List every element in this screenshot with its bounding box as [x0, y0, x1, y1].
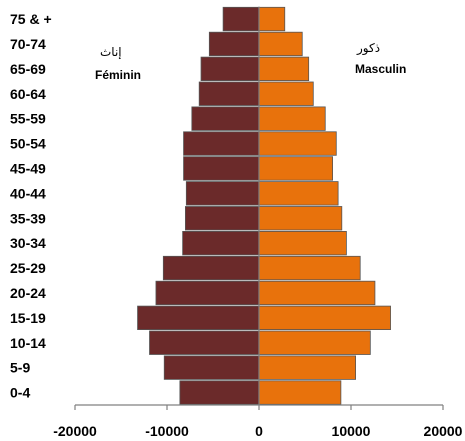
- y-label-65-69: 65-69: [10, 61, 46, 77]
- bar-feminin-20-24: [155, 280, 260, 306]
- bar-feminin-15-19: [137, 305, 260, 331]
- bar-masculin-65-69: [258, 56, 310, 81]
- bar-masculin-25-29: [258, 255, 361, 281]
- bar-feminin-45-49: [183, 156, 260, 181]
- y-label-0-4: 0-4: [10, 385, 30, 401]
- legend-feminin: Féminin: [95, 68, 141, 82]
- bar-masculin-75: [258, 6, 286, 32]
- bar-feminin-40-44: [185, 181, 260, 206]
- bar-masculin-40-44: [258, 181, 339, 206]
- y-label-60-64: 60-64: [10, 86, 46, 102]
- y-label-75: 75 & +: [10, 11, 52, 27]
- x-tick-label: -10000: [145, 423, 189, 439]
- y-label-55-59: 55-59: [10, 111, 46, 127]
- bar-feminin-25-29: [162, 255, 260, 281]
- legend-masculin-ar: ذكور: [356, 41, 380, 56]
- x-axis-ticks: -20000 -10000 0 10000 20000: [53, 405, 463, 439]
- legend-masculin: Masculin: [355, 62, 406, 76]
- y-label-70-74: 70-74: [10, 36, 46, 52]
- bar-feminin-75: [222, 6, 260, 32]
- bar-masculin-50-54: [258, 131, 337, 156]
- bar-masculin-60-64: [258, 81, 314, 106]
- y-label-20-24: 20-24: [10, 285, 46, 301]
- bar-masculin-20-24: [258, 280, 376, 306]
- bar-masculin-35-39: [258, 206, 343, 231]
- bar-masculin-30-34: [258, 230, 347, 256]
- bar-masculin-0-4: [258, 380, 342, 405]
- bar-masculin-70-74: [258, 31, 303, 57]
- bar-feminin-55-59: [191, 106, 260, 131]
- y-label-15-19: 15-19: [10, 310, 46, 326]
- bar-feminin-5-9: [163, 355, 260, 380]
- bar-masculin-45-49: [258, 156, 333, 181]
- x-tick-label: 20000: [424, 423, 463, 439]
- y-axis-labels: 0-4 5-9 10-14 15-19 20-24 25-29 30-34 35-39 40-4…: [10, 11, 52, 401]
- y-label-5-9: 5-9: [10, 360, 30, 376]
- y-label-30-34: 30-34: [10, 235, 46, 251]
- y-label-10-14: 10-14: [10, 335, 46, 351]
- legend-feminin-ar: إناث: [100, 45, 122, 59]
- bar-feminin-30-34: [182, 230, 260, 256]
- bars-group: [137, 6, 391, 405]
- bar-feminin-70-74: [208, 31, 260, 57]
- bar-feminin-60-64: [198, 81, 260, 106]
- y-label-35-39: 35-39: [10, 210, 46, 226]
- x-tick-label: 0: [255, 423, 263, 439]
- y-label-40-44: 40-44: [10, 185, 46, 201]
- bar-feminin-65-69: [200, 56, 260, 81]
- y-label-50-54: 50-54: [10, 136, 46, 152]
- bar-masculin-55-59: [258, 106, 326, 131]
- bar-feminin-35-39: [184, 206, 260, 231]
- x-tick-label: 10000: [332, 423, 371, 439]
- y-label-25-29: 25-29: [10, 260, 46, 276]
- bar-masculin-15-19: [258, 305, 391, 331]
- bar-masculin-5-9: [258, 355, 356, 380]
- x-tick-label: -20000: [53, 423, 97, 439]
- bar-feminin-10-14: [149, 330, 260, 355]
- bar-feminin-50-54: [183, 131, 260, 156]
- bar-masculin-10-14: [258, 330, 371, 355]
- bar-feminin-0-4: [179, 380, 260, 405]
- y-label-45-49: 45-49: [10, 160, 46, 176]
